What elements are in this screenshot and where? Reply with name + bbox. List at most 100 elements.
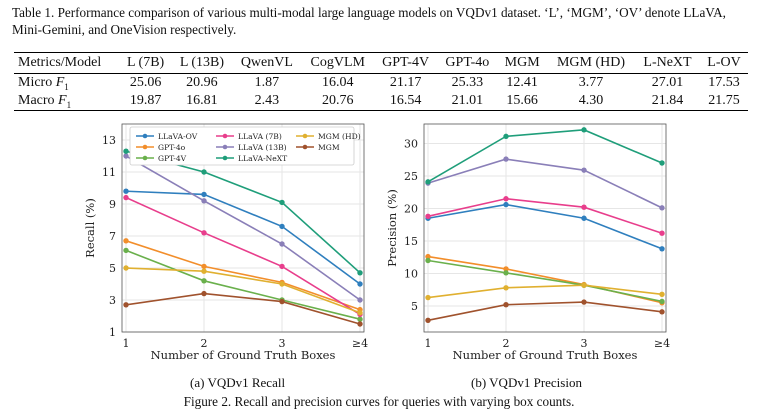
table-header-model: L (7B) (119, 52, 172, 74)
y-tick-label: 13 (102, 134, 116, 147)
data-point (581, 204, 587, 210)
performance-table: Metrics/Model L (7B) L (13B) QwenVL CogVLM GP… (14, 52, 748, 111)
data-point (503, 201, 509, 208)
series-line (125, 150, 361, 274)
data-point (659, 291, 665, 297)
y-axis-label: Recall (%) (84, 198, 97, 258)
data-point (123, 194, 129, 201)
legend-label: GPT-4o (158, 143, 186, 152)
legend-label: LLaVA-NeXT (238, 154, 287, 163)
y-tick-label: 5 (411, 300, 418, 313)
data-point (581, 299, 587, 305)
legend-swatch-marker (302, 144, 308, 150)
legend-swatch-marker (222, 155, 228, 161)
data-point (659, 230, 665, 236)
data-point (279, 281, 285, 287)
y-tick-label: 30 (404, 138, 418, 151)
data-point (503, 196, 509, 202)
legend-swatch-marker (142, 144, 148, 150)
data-point (279, 298, 285, 305)
table-body: Micro F1 25.06 20.96 1.87 16.04 21.17 25.33 12.… (14, 74, 748, 111)
series-llava-next (425, 127, 665, 185)
data-point (425, 257, 431, 264)
legend-label: MGM (318, 143, 340, 152)
data-point (123, 238, 129, 244)
legend-label: LLaVA (13B) (238, 143, 287, 152)
series-line (427, 129, 663, 183)
table-cell: 20.96 (186, 75, 218, 90)
table-cell: 21.84 (635, 92, 700, 111)
series-line (125, 292, 361, 325)
table-row-metric: Micro F1 (18, 74, 69, 92)
data-point (503, 302, 509, 308)
series-mgm-hd- (123, 265, 363, 316)
table-header-model: L-NeXT (635, 52, 700, 74)
series-mgm-hd- (425, 282, 665, 301)
table-header-model: L-OV (699, 52, 748, 74)
table-cell: 4.30 (547, 92, 635, 111)
table-header-model: L (13B) (171, 52, 233, 74)
table-cell: 17.53 (708, 75, 740, 90)
series-line (427, 158, 663, 209)
table-row: Micro F1 25.06 20.96 1.87 16.04 21.17 25.33 12.… (14, 74, 748, 93)
figure-caption: Figure 2. Recall and precision curves fo… (183, 394, 575, 409)
data-point (123, 153, 129, 159)
plot-frame (423, 123, 667, 333)
data-point (123, 265, 129, 271)
y-tick-label: 15 (404, 235, 418, 248)
table-cell: 3.77 (578, 75, 604, 90)
series-mgm (123, 290, 363, 327)
x-tick-label: 3 (279, 337, 286, 350)
series-line (427, 301, 663, 322)
table-cell: 20.76 (301, 92, 374, 111)
series-llava-ov (123, 188, 363, 287)
series-line (125, 196, 361, 316)
legend-label: MGM (HD) (318, 132, 361, 141)
table-cell: 27.01 (651, 75, 684, 90)
table-header-row: Metrics/Model L (7B) L (13B) QwenVL CogVLM GP… (14, 52, 748, 74)
table-cell: 25.06 (129, 75, 162, 90)
x-tick-label: ≥4 (352, 337, 368, 350)
x-axis-label: Number of Ground Truth Boxes (453, 348, 638, 362)
legend-swatch-marker (222, 144, 228, 150)
y-tick-label: 9 (109, 198, 116, 211)
table-row-metric: Macro F1 (14, 92, 120, 111)
data-point (581, 127, 587, 133)
data-point (279, 199, 285, 206)
legend-label: LLaVA-OV (158, 132, 198, 141)
x-tick-label: 1 (123, 337, 130, 350)
x-tick-label: ≥4 (654, 337, 670, 350)
table-cell: 12.41 (506, 75, 538, 90)
legend-swatch-marker (142, 155, 148, 161)
series-line (125, 190, 361, 285)
chart-legend: LLaVA-OV GPT-4o GPT-4V LLaVA (7B) LLaVA (13B… (129, 126, 361, 166)
table-header-model: GPT-4o (437, 52, 498, 74)
series-line (125, 267, 361, 314)
data-point (503, 285, 509, 291)
legend-label: GPT-4V (158, 154, 187, 163)
data-point (425, 294, 431, 301)
series-line (427, 203, 663, 250)
series-line (427, 197, 663, 234)
table-cell: 16.81 (171, 92, 233, 111)
data-point (581, 215, 587, 221)
x-axis-label: Number of Ground Truth Boxes (151, 348, 336, 362)
data-point (279, 241, 285, 247)
series-llava-13b- (123, 153, 363, 303)
data-point (659, 205, 665, 211)
data-point (279, 263, 285, 270)
x-tick-label: 2 (503, 337, 510, 350)
data-point (201, 290, 207, 297)
y-tick-label: 10 (404, 268, 418, 281)
data-point (357, 281, 363, 287)
table-header-metric: Metrics/Model (14, 52, 120, 74)
x-tick-label: 2 (201, 337, 208, 350)
data-point (659, 246, 665, 252)
series-llava-7b- (123, 194, 363, 318)
table-cell: 1.87 (254, 75, 280, 90)
series-line (125, 240, 361, 311)
table-caption: Table 1. Performance comparison of vario… (12, 5, 726, 37)
legend-swatch-marker (142, 133, 148, 139)
table-cell: 2.43 (232, 92, 302, 111)
